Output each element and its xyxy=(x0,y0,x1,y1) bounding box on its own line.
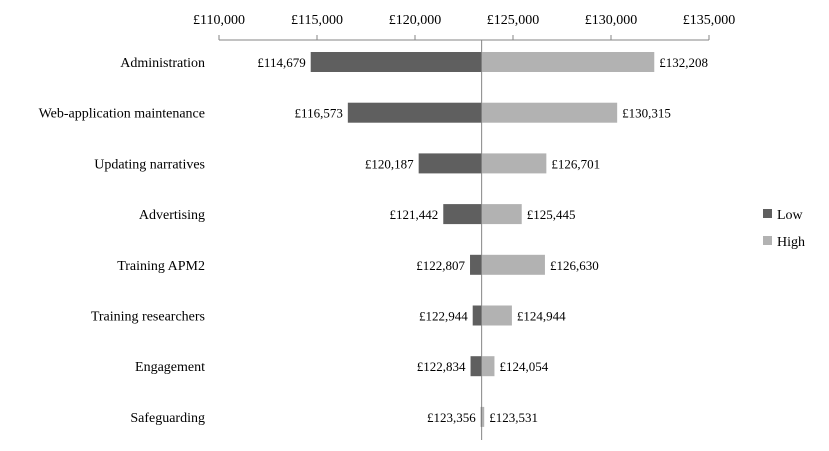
bar-low xyxy=(443,204,482,225)
category-label: Advertising xyxy=(139,208,205,223)
bar-low xyxy=(310,52,482,72)
value-label-high: £124,054 xyxy=(499,359,548,374)
category-label: Updating narratives xyxy=(94,157,205,172)
value-label-high: £132,208 xyxy=(659,55,708,70)
legend-swatch-high xyxy=(763,236,772,245)
value-label-low: £122,834 xyxy=(417,359,466,374)
category-label: Safeguarding xyxy=(130,411,205,426)
value-label-high: £123,531 xyxy=(489,410,538,425)
category-label: Training APM2 xyxy=(117,259,205,274)
bar-low xyxy=(418,153,482,174)
category-label: Training researchers xyxy=(91,310,205,325)
value-label-high: £130,315 xyxy=(622,106,671,121)
bar-high xyxy=(481,102,618,123)
labels: Administration £114,679 £132,208 Web-applic… xyxy=(39,55,708,426)
bar-high xyxy=(481,305,512,326)
x-tick-label: £125,000 xyxy=(487,13,540,28)
value-label-high: £124,944 xyxy=(517,309,566,324)
bar-high xyxy=(481,153,547,174)
legend-label-high: High xyxy=(777,235,805,250)
bars xyxy=(310,52,655,427)
value-label-high: £126,630 xyxy=(550,258,599,273)
bar-high xyxy=(481,254,545,275)
x-axis: £110,000 £115,000 £120,000 £125,000 £130,000… xyxy=(193,13,735,440)
x-tick-label: £115,000 xyxy=(291,13,343,28)
value-label-low: £114,679 xyxy=(257,55,305,70)
legend-swatch-low xyxy=(763,209,772,218)
x-tick-label: £130,000 xyxy=(585,13,638,28)
bar-low xyxy=(347,102,482,123)
bar-low xyxy=(472,305,482,326)
value-label-high: £125,445 xyxy=(527,207,576,222)
x-tick-label: £110,000 xyxy=(193,13,245,28)
category-label: Engagement xyxy=(135,360,205,375)
value-label-low: £122,944 xyxy=(419,309,468,324)
value-label-low: £120,187 xyxy=(365,156,414,171)
x-tick-label: £120,000 xyxy=(389,13,442,28)
bar-high xyxy=(481,52,655,72)
value-label-low: £122,807 xyxy=(416,258,465,273)
category-label: Administration xyxy=(120,56,205,71)
value-label-low: £116,573 xyxy=(295,106,343,121)
legend: Low High xyxy=(763,208,805,250)
legend-label-low: Low xyxy=(777,208,804,223)
bar-low xyxy=(480,406,482,427)
bar-high xyxy=(481,204,522,225)
category-label: Web-application maintenance xyxy=(39,107,205,122)
x-tick-label: £135,000 xyxy=(683,13,736,28)
bar-low xyxy=(470,356,482,377)
bar-high xyxy=(481,406,485,427)
bar-high xyxy=(481,356,495,377)
value-label-low: £121,442 xyxy=(390,207,439,222)
value-label-high: £126,701 xyxy=(551,156,600,171)
bar-low xyxy=(470,254,482,275)
value-label-low: £123,356 xyxy=(427,410,476,425)
